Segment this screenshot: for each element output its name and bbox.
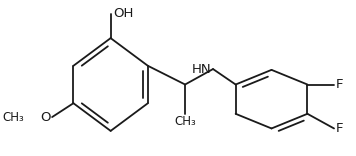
Text: CH₃: CH₃ [2,111,24,124]
Text: HN: HN [192,63,212,76]
Text: OH: OH [113,7,134,20]
Text: F: F [336,122,344,135]
Text: F: F [336,78,344,91]
Text: CH₃: CH₃ [174,115,196,128]
Text: O: O [40,111,51,124]
